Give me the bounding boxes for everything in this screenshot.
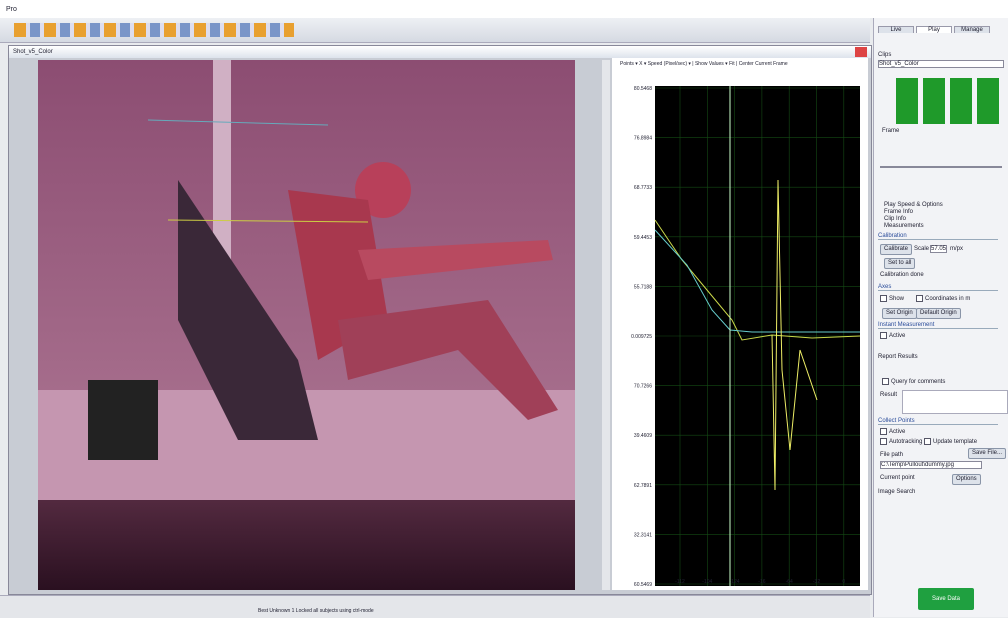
y-axis-label: 39.4609 [634,433,652,439]
y-axis-label: 59.4453 [634,235,652,241]
label: Show [889,296,905,303]
set-all-button[interactable]: Set to all [884,258,916,269]
query-checkbox[interactable]: Query for comments [882,378,945,385]
autotracking-checkbox[interactable]: Autotracking [880,438,922,445]
section-item[interactable]: Frame Info [884,209,914,215]
file-path-label: File path [880,452,904,458]
x-axis-label: -124 [730,579,740,585]
speed-plot: 80.5468 76.8984 68.7733 59.4453 55.7188 0.009… [631,86,861,588]
label: Autotracking [889,439,923,446]
close-button[interactable] [855,47,867,57]
calibrate-button[interactable]: Calibrate [880,244,913,255]
y-axis-label: 55.7188 [634,284,652,290]
title-bar: Pro [0,0,1008,18]
frame-label: Frame [882,128,900,134]
scale-label: Scale [914,246,930,252]
section-item[interactable]: Clip Info [884,216,907,222]
y-axis-label: 32.3141 [634,532,652,538]
collect-active[interactable]: Active [880,428,905,435]
equipment [88,380,158,460]
dummy-arm [358,240,553,280]
label: Active [889,333,906,340]
plot-trace [654,219,861,341]
track-line [147,119,329,126]
label: Active [889,429,906,436]
y-axis-label: 62.7891 [634,483,652,489]
x-axis-label: -16 [758,579,765,585]
plot-toolbar[interactable]: Points ▾ X ▾ Speed (Pixel/sec) ▾ | Show … [620,61,788,67]
result-label: Result [880,392,898,398]
active-checkbox[interactable]: Active [880,332,905,339]
label: Update template [933,439,978,446]
calibration-status: Calibration done [880,272,924,278]
image-search-item[interactable]: Image Search [878,489,916,495]
tab[interactable]: Play [916,26,952,33]
control-panel: Live Play Manage Clips Shot_v5_Color Frame… [873,18,1008,617]
x-axis-label: -112 [675,579,685,585]
y-axis-label: 0.009725 [631,334,652,340]
scale-input[interactable]: 57.05 [930,245,948,253]
section-header: Collect Points [878,418,998,425]
clips-label: Clips [878,52,892,58]
toolbar [0,18,870,43]
scale-unit: m/px [950,246,964,252]
file-path-input[interactable]: C:\Temp\Pullout\dummy.jpg [880,461,982,469]
app-title: Pro [6,6,17,13]
result-box [902,390,1008,414]
save-button[interactable]: Save Data [918,588,974,610]
update-checkbox[interactable]: Update template [924,438,977,445]
report-label: Report Results [878,354,918,360]
window-title: Shot_v5_Color [13,49,53,55]
status-text: Best Unknown 1 Locked all subjects using… [258,608,374,614]
y-axis-label: 76.8984 [634,136,652,142]
section-header: Instant Measurement [878,322,998,329]
y-axis-label: 80.5468 [634,86,652,92]
tab[interactable]: Manage [954,26,990,33]
y-axis-label: 68.7733 [634,185,652,191]
save-file-button[interactable]: Save File... [968,448,1007,459]
section-item[interactable]: Measurements [884,223,924,229]
options-button[interactable]: Options [952,474,981,485]
x-axis-label: -104 [702,579,712,585]
tab[interactable]: Live [878,26,914,33]
video-frame [38,60,575,590]
section-item[interactable]: Play Speed & Options [884,202,943,208]
window-titlebar: Shot_v5_Color [9,46,871,58]
frame-slider[interactable] [880,166,1002,168]
plot-trace [771,179,818,491]
label: Coordinates in m [925,296,971,303]
toolbar-icons[interactable] [14,23,294,37]
x-axis-label: -64 [786,579,793,585]
coords-checkbox[interactable]: Coordinates in m [916,295,970,302]
status-bar: Best Unknown 1 Locked all subjects using… [0,595,870,618]
default-origin-button[interactable]: Default Origin [916,308,961,319]
section-header: Calibration [878,233,998,240]
clip-dropdown[interactable]: Shot_v5_Color [878,60,1004,68]
y-axis-label: 60.5469 [634,582,652,588]
y-axis-label: 70.7266 [634,384,652,390]
dummy-head [355,162,411,218]
x-axis-label: 0 [842,579,845,585]
playback-buttons[interactable] [896,78,1001,124]
section-header: Axes [878,284,998,291]
track-line [167,219,369,223]
x-axis-label: -32 [813,579,820,585]
show-checkbox[interactable]: Show [880,295,904,302]
seat [178,180,318,440]
current-point-label: Current point [880,475,915,481]
splitter[interactable] [602,60,610,590]
set-origin-button[interactable]: Set Origin [882,308,917,319]
label: Query for comments [891,379,946,386]
dummy-legs [338,300,558,420]
